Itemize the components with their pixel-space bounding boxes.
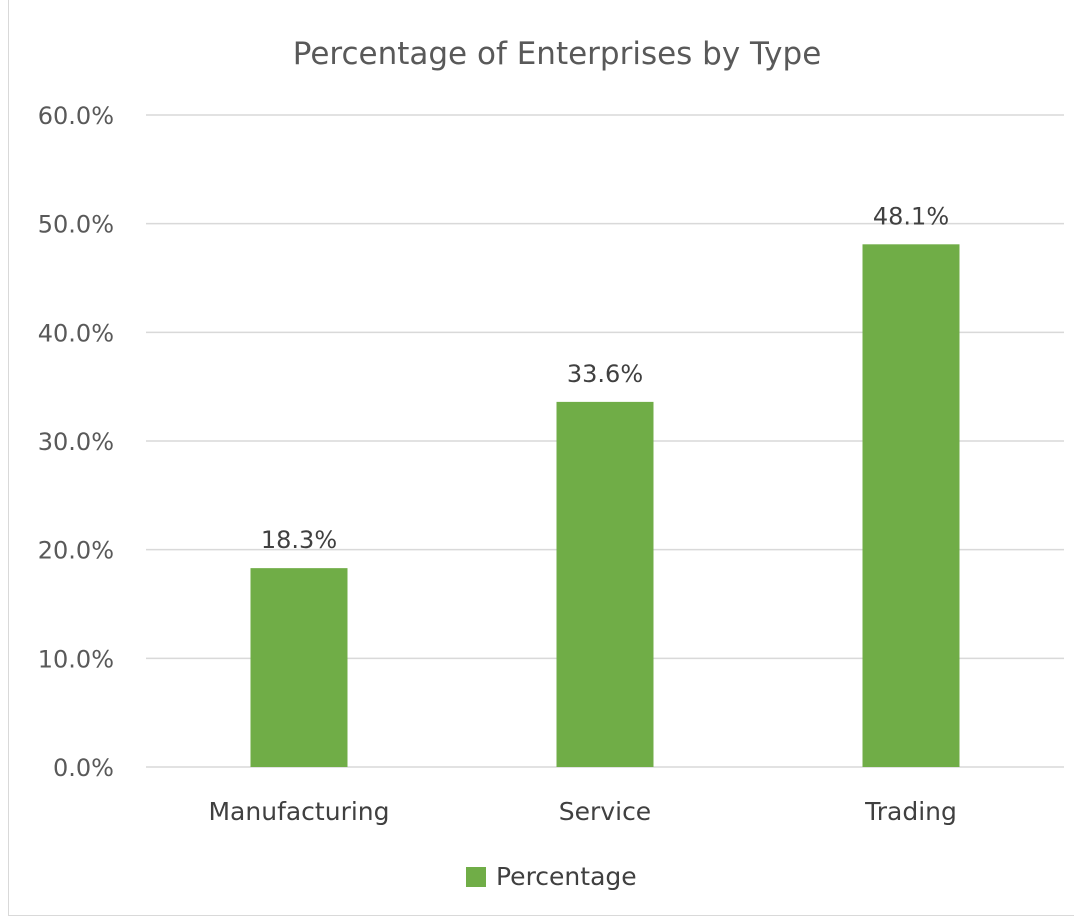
chart-title: Percentage of Enterprises by Type [293,36,822,72]
x-category-label: Service [559,797,651,826]
y-tick-label: 50.0% [38,211,114,239]
y-tick-label: 10.0% [38,645,114,673]
data-labels: 18.3% 33.6% 48.1% [261,202,949,554]
data-label: 18.3% [261,526,337,554]
legend: Percentage [466,862,637,891]
legend-swatch [466,867,486,887]
y-tick-label: 30.0% [38,428,114,456]
y-axis-ticks: 0.0% 10.0% 20.0% 30.0% 40.0% 50.0% 60.0% [38,102,114,782]
bar-manufacturing [250,568,348,767]
data-label: 48.1% [873,202,949,230]
bars [250,244,960,767]
chart-frame [8,0,1074,916]
x-category-label: Trading [864,797,957,826]
x-axis-categories: Manufacturing Service Trading [208,797,956,826]
bar-service [556,401,654,767]
y-tick-label: 0.0% [53,754,114,782]
data-label: 33.6% [567,360,643,388]
y-tick-label: 60.0% [38,102,114,130]
bar-trading [862,244,960,767]
y-tick-label: 40.0% [38,319,114,347]
legend-label: Percentage [496,862,637,891]
y-tick-label: 20.0% [38,537,114,565]
x-category-label: Manufacturing [208,797,389,826]
